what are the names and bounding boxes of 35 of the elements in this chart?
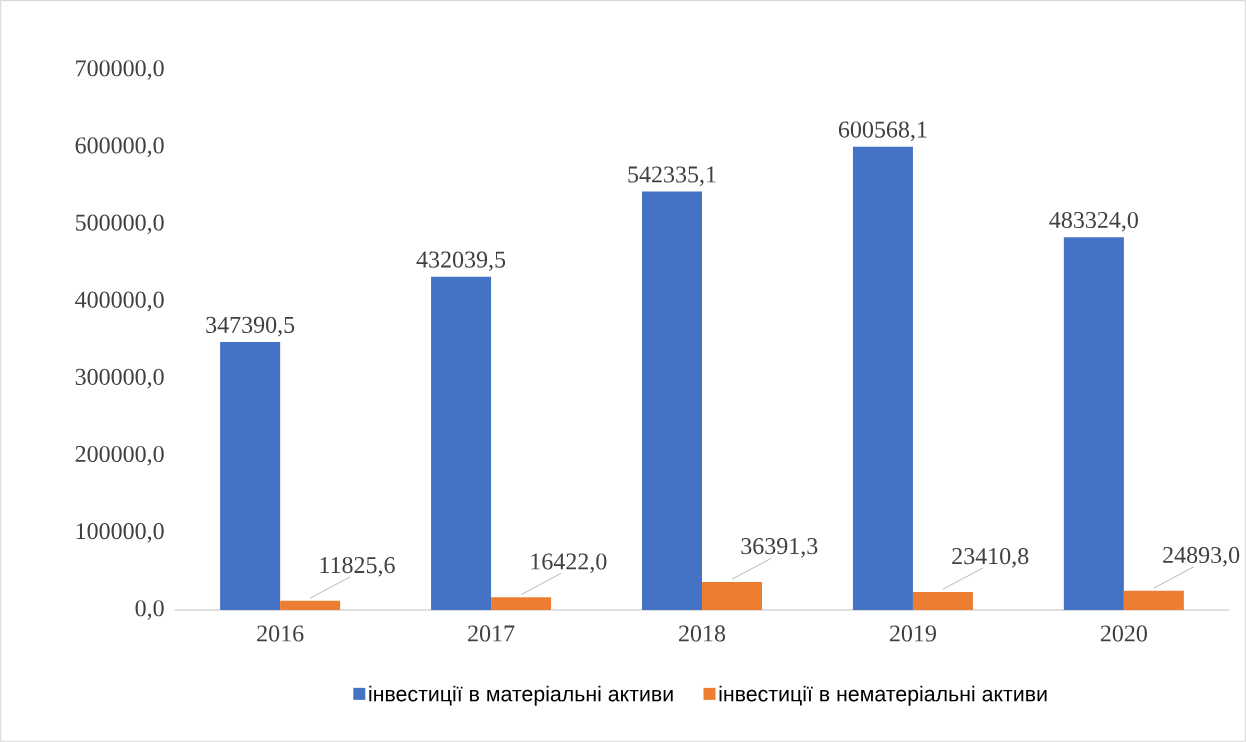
bar [642, 191, 702, 610]
data-label: 347390,5 [206, 316, 295, 337]
bar [280, 600, 341, 610]
data-label: 11825,6 [320, 556, 395, 577]
y-tick-label: 400000,0 [75, 291, 164, 312]
y-tick-label: 200000,0 [75, 445, 164, 466]
data-label: 36391,3 [741, 538, 818, 558]
bar [431, 276, 492, 610]
data-label: 16422,0 [531, 553, 607, 574]
bar [1063, 237, 1124, 610]
bar [1123, 590, 1184, 610]
y-tick-label: 0,0 [135, 600, 164, 620]
y-tick-label: 500000,0 [76, 214, 164, 235]
data-label: 24893,0 [1163, 546, 1240, 567]
x-tick-label: 2020 [1100, 625, 1147, 642]
y-tick-label: 300000,0 [75, 368, 164, 389]
bar [491, 597, 552, 610]
x-tick-label: 2018 [679, 625, 726, 642]
data-label: 542335,1 [628, 166, 716, 187]
bar [702, 581, 762, 610]
legend-label: інвестиції в матеріальні активи [369, 685, 673, 706]
x-tick-label: 2019 [889, 625, 936, 642]
data-label: 432039,5 [416, 251, 506, 272]
bar [912, 591, 973, 610]
data-label: 600568,1 [838, 121, 927, 142]
y-tick-label: 100000,0 [76, 523, 164, 543]
x-tick-label: 2017 [468, 625, 515, 642]
data-label: 23410,8 [952, 548, 1029, 568]
x-tick-label: 2016 [257, 625, 304, 642]
y-tick-label: 700000,0 [76, 60, 164, 80]
bar [220, 342, 281, 610]
y-tick-label: 600000,0 [75, 137, 164, 157]
data-label: 483324,0 [1049, 211, 1138, 232]
legend-label: інвестиції в нематеріальні активи [719, 685, 1047, 706]
bar [852, 146, 913, 610]
